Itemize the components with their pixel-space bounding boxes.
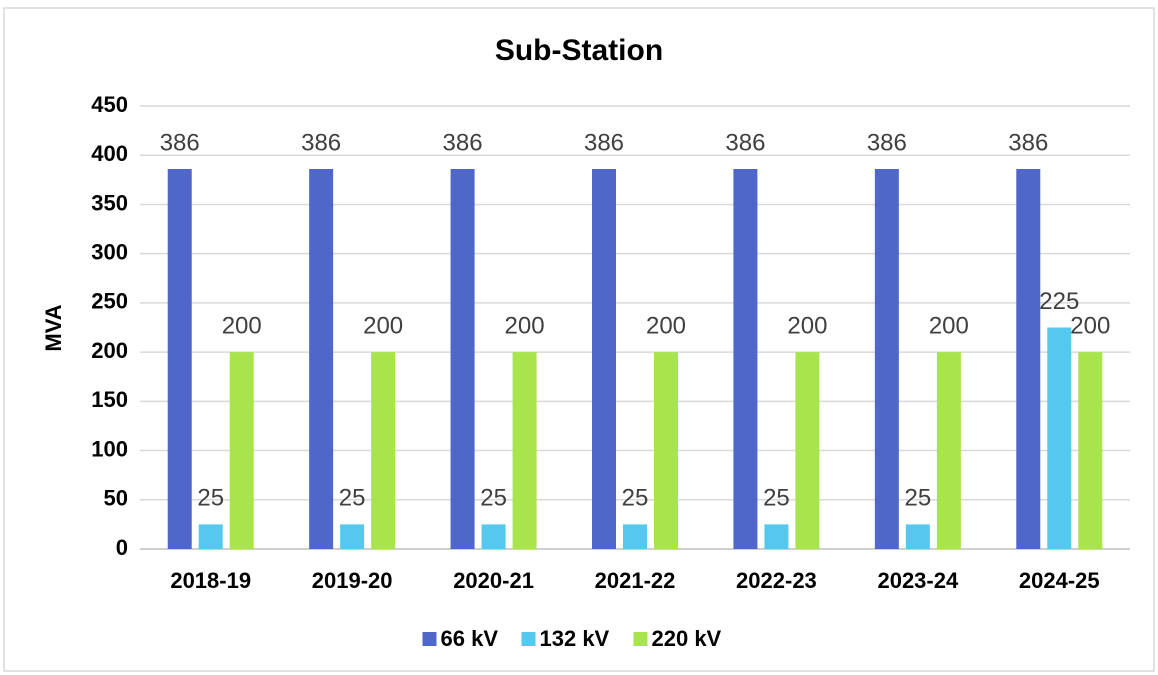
x-tick-label: 2023-24 [877, 568, 959, 593]
value-label: 25 [763, 485, 790, 512]
y-tick-label: 400 [91, 141, 128, 166]
bar [371, 352, 396, 549]
bar [309, 169, 334, 549]
value-label: 25 [622, 485, 649, 512]
bar [1078, 352, 1103, 549]
chart-border [3, 7, 1155, 672]
y-tick-label: 100 [91, 436, 128, 461]
legend-label: 132 kV [540, 626, 610, 651]
bar [936, 352, 961, 549]
bar [1047, 327, 1072, 549]
bar [623, 524, 647, 549]
y-tick-label: 450 [91, 92, 128, 117]
bar [1016, 169, 1041, 549]
value-label: 386 [301, 129, 341, 156]
legend-label: 66 kV [441, 626, 499, 651]
bar [905, 524, 930, 549]
y-tick-label: 150 [91, 387, 128, 412]
y-tick-label: 250 [91, 289, 128, 314]
bar [654, 352, 678, 549]
value-label: 200 [646, 312, 686, 339]
bar [198, 524, 223, 549]
value-label: 25 [480, 485, 507, 512]
y-tick-label: 50 [104, 486, 128, 511]
value-label: 25 [905, 485, 932, 512]
value-label: 386 [1008, 129, 1048, 156]
value-label: 386 [160, 129, 200, 156]
y-tick-label: 300 [91, 239, 128, 264]
x-tick-label: 2019-20 [312, 568, 393, 593]
x-tick-label: 2020-21 [453, 568, 534, 593]
value-label: 386 [867, 129, 907, 156]
x-tick-label: 2024-25 [1019, 568, 1100, 593]
bar [481, 524, 506, 549]
value-label: 200 [929, 312, 969, 339]
bar [733, 169, 758, 549]
y-tick-label: 350 [91, 190, 128, 215]
legend-label: 220 kV [652, 626, 722, 651]
value-label: 386 [725, 129, 765, 156]
y-tick-label: 0 [116, 535, 128, 560]
bar [795, 352, 820, 549]
x-tick-label: 2022-23 [736, 568, 817, 593]
value-label: 200 [363, 312, 403, 339]
bar [764, 524, 789, 549]
bar [450, 169, 475, 549]
x-tick-label: 2021-22 [595, 568, 676, 593]
bar [512, 352, 537, 549]
chart-title: Sub-Station [495, 34, 663, 67]
value-label: 386 [443, 129, 483, 156]
bar [592, 169, 616, 549]
legend-swatch [521, 632, 536, 646]
value-label: 200 [787, 312, 827, 339]
value-label: 200 [1070, 312, 1110, 339]
x-tick-label: 2018-19 [170, 568, 251, 593]
y-tick-label: 200 [91, 338, 128, 363]
y-axis-label: MVA [41, 304, 66, 351]
value-label: 200 [222, 312, 262, 339]
legend-swatch [422, 632, 437, 646]
bar [874, 169, 899, 549]
value-label: 225 [1039, 288, 1079, 315]
bar [229, 352, 254, 549]
bar [340, 524, 365, 549]
value-label: 386 [584, 129, 624, 156]
value-label: 200 [505, 312, 545, 339]
legend-swatch [633, 632, 648, 646]
value-label: 25 [197, 485, 224, 512]
bar [167, 169, 192, 549]
value-label: 25 [339, 485, 366, 512]
